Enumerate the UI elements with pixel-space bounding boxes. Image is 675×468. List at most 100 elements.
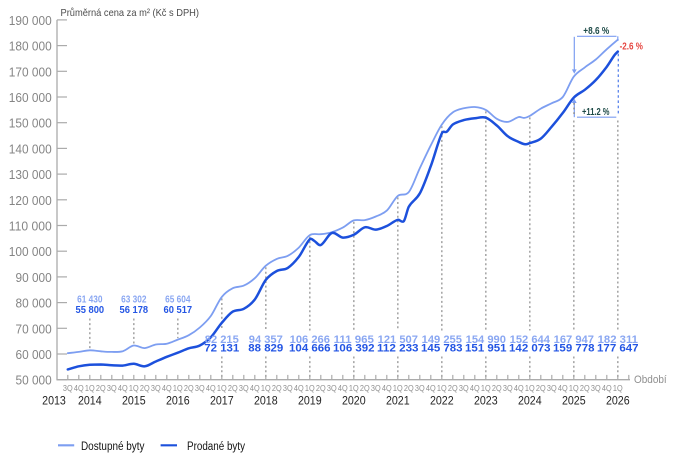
- svg-text:149 255: 149 255: [422, 334, 462, 346]
- svg-text:142 073: 142 073: [509, 343, 551, 355]
- svg-text:4Q: 4Q: [426, 384, 436, 393]
- svg-text:2Q: 2Q: [184, 384, 194, 393]
- svg-text:3Q: 3Q: [151, 384, 161, 393]
- svg-text:170 000: 170 000: [9, 65, 52, 79]
- svg-text:100 000: 100 000: [9, 245, 52, 259]
- svg-text:2Q: 2Q: [228, 384, 238, 393]
- svg-text:177 647: 177 647: [597, 343, 639, 355]
- svg-text:3Q: 3Q: [239, 384, 249, 393]
- svg-text:2Q: 2Q: [448, 384, 458, 393]
- svg-text:151 951: 151 951: [465, 343, 507, 355]
- svg-text:1Q: 1Q: [481, 384, 491, 393]
- svg-text:56 178: 56 178: [120, 305, 149, 316]
- svg-text:Prodané byty: Prodané byty: [187, 441, 245, 453]
- svg-text:2Q: 2Q: [536, 384, 546, 393]
- svg-text:90 000: 90 000: [16, 271, 52, 285]
- svg-text:112 233: 112 233: [377, 343, 419, 355]
- svg-text:1Q: 1Q: [525, 384, 535, 393]
- svg-text:3Q: 3Q: [327, 384, 337, 393]
- svg-text:4Q: 4Q: [206, 384, 216, 393]
- svg-text:2021: 2021: [386, 393, 410, 407]
- svg-text:160 000: 160 000: [9, 91, 52, 105]
- svg-text:65 604: 65 604: [165, 295, 191, 306]
- svg-text:180 000: 180 000: [9, 40, 52, 54]
- svg-text:104 666: 104 666: [289, 343, 331, 355]
- svg-text:2017: 2017: [210, 393, 234, 407]
- svg-text:-2.6 %: -2.6 %: [620, 41, 643, 52]
- svg-text:2022: 2022: [430, 393, 454, 407]
- svg-text:2Q: 2Q: [96, 384, 106, 393]
- svg-text:4Q: 4Q: [118, 384, 128, 393]
- svg-text:1Q: 1Q: [569, 384, 579, 393]
- svg-text:1Q: 1Q: [217, 384, 227, 393]
- svg-text:4Q: 4Q: [338, 384, 348, 393]
- svg-text:1Q: 1Q: [173, 384, 183, 393]
- svg-text:60 000: 60 000: [16, 348, 52, 362]
- svg-text:1Q: 1Q: [261, 384, 271, 393]
- svg-text:72 131: 72 131: [204, 343, 239, 355]
- svg-text:130 000: 130 000: [9, 168, 52, 182]
- svg-text:63 302: 63 302: [121, 295, 147, 306]
- svg-text:88 829: 88 829: [248, 343, 283, 355]
- svg-text:110 000: 110 000: [9, 220, 52, 234]
- svg-text:2Q: 2Q: [272, 384, 282, 393]
- svg-text:145 783: 145 783: [421, 343, 463, 355]
- svg-text:121 507: 121 507: [378, 334, 418, 346]
- svg-text:154 990: 154 990: [466, 334, 506, 346]
- svg-text:4Q: 4Q: [74, 384, 84, 393]
- svg-text:55 800: 55 800: [76, 305, 105, 316]
- svg-text:70 000: 70 000: [16, 322, 52, 336]
- svg-text:3Q: 3Q: [459, 384, 469, 393]
- svg-text:3Q: 3Q: [63, 384, 73, 393]
- svg-text:4Q: 4Q: [470, 384, 480, 393]
- svg-text:2013: 2013: [42, 393, 66, 407]
- svg-text:1Q: 1Q: [613, 384, 623, 393]
- svg-text:4Q: 4Q: [294, 384, 304, 393]
- svg-text:2019: 2019: [298, 393, 322, 407]
- svg-text:1Q: 1Q: [85, 384, 95, 393]
- svg-text:2018: 2018: [254, 393, 278, 407]
- svg-text:3Q: 3Q: [283, 384, 293, 393]
- svg-text:4Q: 4Q: [558, 384, 568, 393]
- svg-text:159 778: 159 778: [553, 343, 595, 355]
- svg-text:1Q: 1Q: [305, 384, 315, 393]
- svg-text:1Q: 1Q: [349, 384, 359, 393]
- svg-text:106 392: 106 392: [333, 343, 375, 355]
- svg-text:2025: 2025: [562, 393, 586, 407]
- svg-text:82 215: 82 215: [205, 334, 239, 346]
- svg-text:2Q: 2Q: [492, 384, 502, 393]
- svg-text:152 644: 152 644: [510, 334, 551, 346]
- svg-text:80 000: 80 000: [16, 297, 52, 311]
- svg-text:140 000: 140 000: [9, 142, 52, 156]
- svg-text:1Q: 1Q: [437, 384, 447, 393]
- svg-text:106 266: 106 266: [290, 334, 330, 346]
- svg-text:Dostupné byty: Dostupné byty: [81, 441, 145, 453]
- svg-text:3Q: 3Q: [503, 384, 513, 393]
- svg-text:3Q: 3Q: [195, 384, 205, 393]
- svg-text:1Q: 1Q: [393, 384, 403, 393]
- svg-text:Průměrná cena za m² (Kč s DPH): Průměrná cena za m² (Kč s DPH): [61, 7, 200, 19]
- svg-text:2024: 2024: [518, 393, 542, 407]
- svg-text:2020: 2020: [342, 393, 366, 407]
- svg-text:50 000: 50 000: [16, 374, 52, 388]
- svg-text:Období: Období: [634, 374, 667, 386]
- svg-text:2023: 2023: [474, 393, 498, 407]
- svg-text:2Q: 2Q: [360, 384, 370, 393]
- svg-text:+11.2 %: +11.2 %: [582, 107, 610, 118]
- svg-text:4Q: 4Q: [162, 384, 172, 393]
- svg-text:61 430: 61 430: [77, 295, 103, 306]
- svg-text:3Q: 3Q: [415, 384, 425, 393]
- svg-text:2015: 2015: [122, 393, 146, 407]
- svg-text:3Q: 3Q: [591, 384, 601, 393]
- svg-text:4Q: 4Q: [602, 384, 612, 393]
- svg-text:3Q: 3Q: [371, 384, 381, 393]
- svg-text:94 357: 94 357: [249, 334, 283, 346]
- svg-text:+8.6 %: +8.6 %: [583, 26, 609, 37]
- svg-text:2Q: 2Q: [404, 384, 414, 393]
- svg-text:120 000: 120 000: [9, 194, 52, 208]
- svg-text:2016: 2016: [166, 393, 190, 407]
- svg-text:150 000: 150 000: [9, 117, 52, 131]
- svg-text:3Q: 3Q: [107, 384, 117, 393]
- svg-text:4Q: 4Q: [250, 384, 260, 393]
- svg-text:111 965: 111 965: [334, 334, 374, 346]
